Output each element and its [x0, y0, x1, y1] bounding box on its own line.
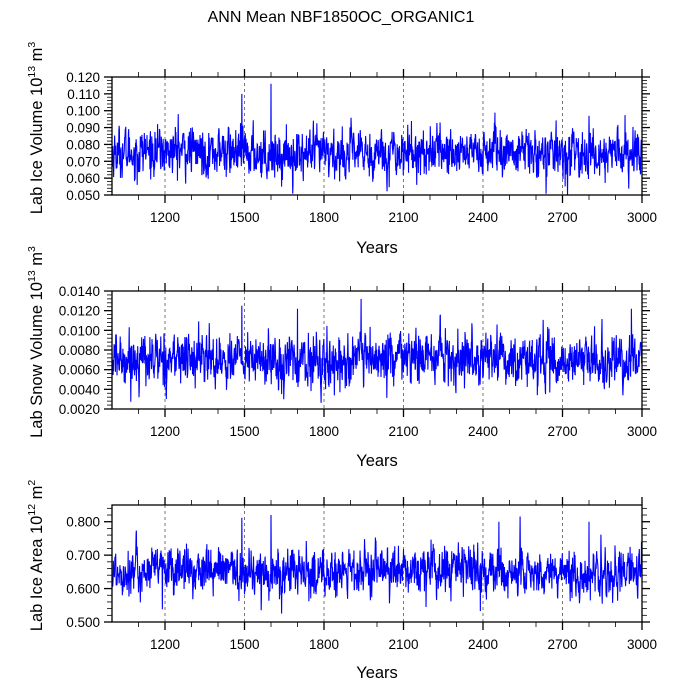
x-tick-label: 3000: [627, 424, 657, 439]
x-tick-label: 2400: [468, 637, 498, 652]
x-axis-title: Years: [356, 452, 398, 470]
y-tick-label: 0.090: [66, 121, 100, 136]
y-tick-label: 0.0100: [59, 323, 100, 338]
y-axis-title-exp: 12: [26, 504, 38, 516]
y-axis-title-unit-exp: 3: [26, 42, 38, 48]
x-tick-label: 1500: [229, 210, 259, 225]
y-axis-title-unit: m: [28, 48, 46, 66]
x-tick-label: 1800: [309, 210, 339, 225]
x-tick-label: 2700: [547, 424, 577, 439]
x-tick-label: 2700: [547, 210, 577, 225]
y-axis-title-main: Lab Ice Area 10: [28, 516, 46, 632]
x-tick-label: 1200: [150, 424, 180, 439]
y-tick-label: 0.110: [67, 87, 100, 102]
y-tick-label: 0.120: [66, 70, 100, 85]
y-axis-title-unit-exp: 2: [26, 480, 38, 486]
x-tick-label: 1500: [229, 424, 259, 439]
x-axis-title: Years: [356, 664, 398, 681]
panel-3: 1200 1500 1800 2100 2400 2700 3000 0.500 0.600 0.…: [26, 480, 657, 681]
panel-1: 1200 1500 1800 2100 2400 2700 3000 0.050 0.060 0.…: [26, 42, 657, 257]
x-tick-label: 3000: [627, 637, 657, 652]
series-line: [111, 83, 643, 196]
y-tick-label: 0.600: [66, 582, 100, 597]
y-axis-title-main: Lab Ice Volume 10: [28, 78, 46, 215]
y-tick-label: 0.0140: [59, 284, 100, 299]
x-tick-label: 2700: [547, 637, 577, 652]
y-tick-label: 0.500: [66, 615, 100, 630]
y-tick-label: 0.700: [66, 548, 100, 563]
y-axis-title-exp: 13: [26, 66, 38, 78]
x-tick-label: 2100: [388, 210, 418, 225]
x-tick-label: 1200: [150, 210, 180, 225]
y-tick-label: 0.050: [66, 188, 100, 203]
y-tick-label: 0.080: [66, 137, 100, 152]
panel-2: 1200 1500 1800 2100 2400 2700 3000 0.0020 0.0040…: [26, 246, 657, 470]
x-tick-label: 2400: [468, 210, 498, 225]
y-tick-label: 0.060: [66, 171, 100, 186]
x-tick-label: 3000: [627, 210, 657, 225]
series-line: [111, 515, 643, 614]
y-tick-label: 0.800: [66, 515, 100, 530]
y-axis-title-unit: m: [28, 252, 46, 270]
y-axis-title-exp: 13: [26, 270, 38, 282]
x-tick-label: 2100: [388, 424, 418, 439]
y-axis-title: Lab Snow Volume 1013 m3: [26, 246, 46, 438]
y-axis-title: Lab Ice Area 1012 m2: [26, 480, 46, 632]
y-tick-label: 0.100: [66, 104, 100, 119]
x-tick-label: 2400: [468, 424, 498, 439]
y-axis-title-unit-exp: 3: [26, 246, 38, 252]
y-tick-label: 0.0060: [59, 363, 100, 378]
x-tick-label: 1800: [309, 424, 339, 439]
y-tick-label: 0.0020: [59, 402, 100, 417]
y-tick-label: 0.0040: [59, 382, 100, 397]
y-tick-label: 0.0120: [59, 304, 100, 319]
y-axis-title: Lab Ice Volume 1013 m3: [26, 42, 46, 215]
x-tick-label: 1500: [229, 637, 259, 652]
x-tick-label: 1200: [150, 637, 180, 652]
y-axis-title-unit: m: [28, 486, 46, 504]
x-tick-label: 1800: [309, 637, 339, 652]
x-axis-title: Years: [356, 239, 398, 257]
y-tick-label: 0.070: [66, 154, 100, 169]
series-line: [111, 298, 643, 403]
x-tick-label: 2100: [388, 637, 418, 652]
y-axis-title-main: Lab Snow Volume 10: [28, 282, 46, 438]
y-tick-label: 0.0080: [59, 343, 100, 358]
figure-title: ANN Mean NBF1850OC_ORGANIC1: [208, 9, 475, 26]
